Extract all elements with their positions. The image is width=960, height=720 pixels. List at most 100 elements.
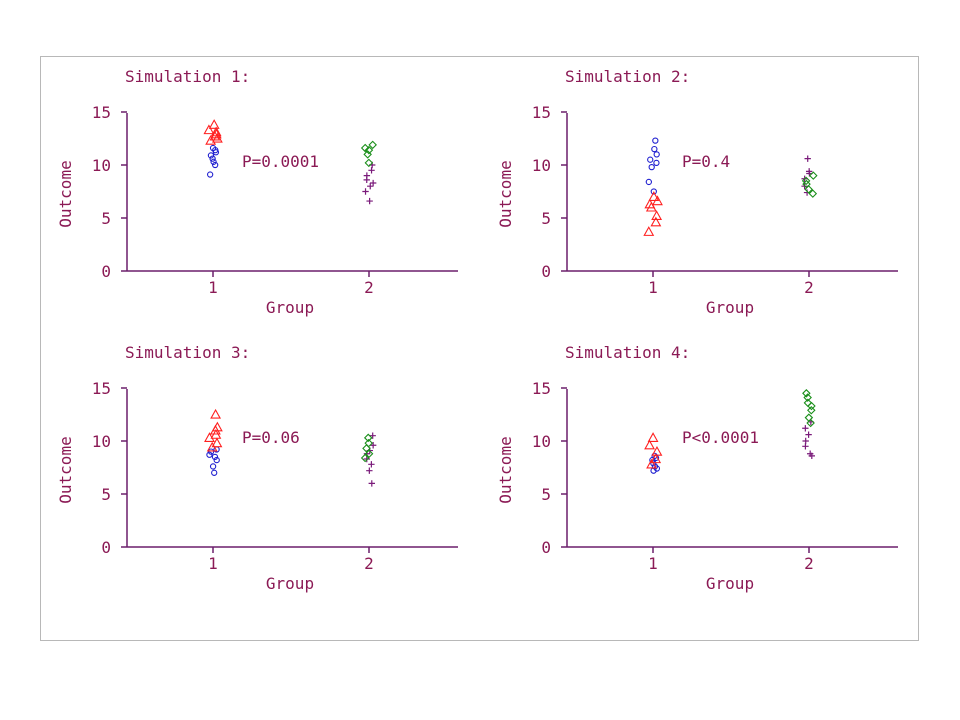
data-point-triangle [210,126,222,137]
y-axis-label: Outcome [56,436,75,503]
x-tick-label: 2 [364,554,374,573]
data-point-circle [206,451,213,458]
data-point-plus [367,183,374,190]
data-point-triangle [646,458,658,469]
data-point-circle [647,156,654,163]
data-point-diamond [364,158,374,168]
y-axis-label: Outcome [496,160,515,227]
panel-title: Simulation 1: [125,67,250,86]
panel-title: Simulation 4: [565,343,690,362]
data-point-circle [212,161,219,169]
data-point-plus [805,168,813,175]
data-point-circle [209,463,217,470]
x-tick-label: 2 [804,554,814,573]
y-tick-label: 5 [101,485,111,504]
data-point-triangle [643,226,655,236]
y-tick-label: 10 [532,156,551,175]
p-value-annotation: P<0.0001 [682,428,759,447]
x-axis-label: Group [706,298,754,317]
chart-frame [40,56,919,641]
y-tick-label: 15 [92,103,111,122]
p-value-annotation: P=0.0001 [242,152,319,171]
data-point-circle [651,452,658,459]
data-point-plus [802,437,809,445]
data-point-circle [645,178,652,186]
data-point-plus [366,467,373,474]
data-point-diamond [364,438,373,448]
data-point-triangle [208,119,220,129]
x-axis-label: Group [266,298,314,317]
data-point-plus [363,172,371,179]
data-point-triangle [647,432,659,442]
data-point-triangle [211,437,223,448]
panel-title: Simulation 2: [565,67,690,86]
data-point-triangle [644,198,656,209]
data-point-triangle [650,216,662,227]
data-point-circle [209,155,216,162]
data-point-diamond [360,143,370,153]
x-tick-label: 1 [208,554,218,573]
data-point-triangle [651,210,663,221]
panel-3: Simulation 3: 0 5 10 15 1 2 Group Outcome P=0.06 [56,343,458,593]
data-point-diamond [368,140,377,150]
x-axis-label: Group [266,574,314,593]
data-point-plus [369,442,377,449]
panel-4: Simulation 4: 0 5 10 15 1 2 Group Outcome P<0.000… [496,343,898,593]
x-tick-label: 1 [648,278,658,297]
y-tick-label: 15 [532,103,551,122]
data-point-diamond [801,176,811,186]
data-point-plus [368,461,375,468]
y-tick-label: 0 [101,262,111,281]
y-tick-label: 5 [541,209,551,228]
data-point-circle [211,469,218,476]
data-point-plus [802,425,809,432]
data-point-diamond [808,189,818,198]
data-point-triangle [648,191,660,201]
data-point-circle [210,158,217,165]
data-point-plus [368,167,375,174]
data-point-circle [209,144,217,152]
y-tick-label: 10 [92,156,111,175]
data-point-diamond [806,418,815,428]
data-point-plus [805,431,812,438]
y-tick-label: 15 [92,379,111,398]
data-point-plus [806,450,814,457]
data-point-plus [368,480,375,487]
data-point-circle [207,152,215,159]
y-tick-label: 0 [541,538,551,557]
y-tick-label: 5 [101,209,111,228]
x-tick-label: 2 [364,278,374,297]
data-point-triangle [203,124,215,135]
data-point-triangle [210,408,222,419]
data-point-plus [362,188,369,195]
data-point-diamond [807,405,816,415]
y-tick-label: 10 [92,432,111,451]
x-tick-label: 2 [804,278,814,297]
data-point-triangle [211,421,223,432]
data-point-triangle [644,439,655,450]
data-point-diamond [802,389,811,398]
data-point-diamond [803,398,813,408]
data-point-diamond [364,145,374,155]
data-point-diamond [360,453,370,463]
data-point-circle [651,463,659,470]
x-axis-label: Group [706,574,754,593]
data-point-circle [650,460,657,467]
y-tick-label: 0 [541,262,551,281]
data-point-circle [652,137,659,144]
data-point-circle [648,163,655,171]
data-point-plus [369,179,377,187]
data-point-triangle [651,445,663,456]
y-tick-label: 0 [101,538,111,557]
x-tick-label: 1 [208,278,218,297]
data-point-plus [804,155,811,162]
data-point-circle [653,151,660,158]
panel-2: Simulation 2: 0 5 10 15 1 2 Group Outcome P=0.4 [496,67,898,317]
data-point-diamond [363,433,373,443]
data-point-triangle [650,453,662,464]
data-point-circle [650,188,657,195]
data-point-circle [213,456,220,464]
data-point-plus [366,197,373,205]
panel-title: Simulation 3: [125,343,250,362]
